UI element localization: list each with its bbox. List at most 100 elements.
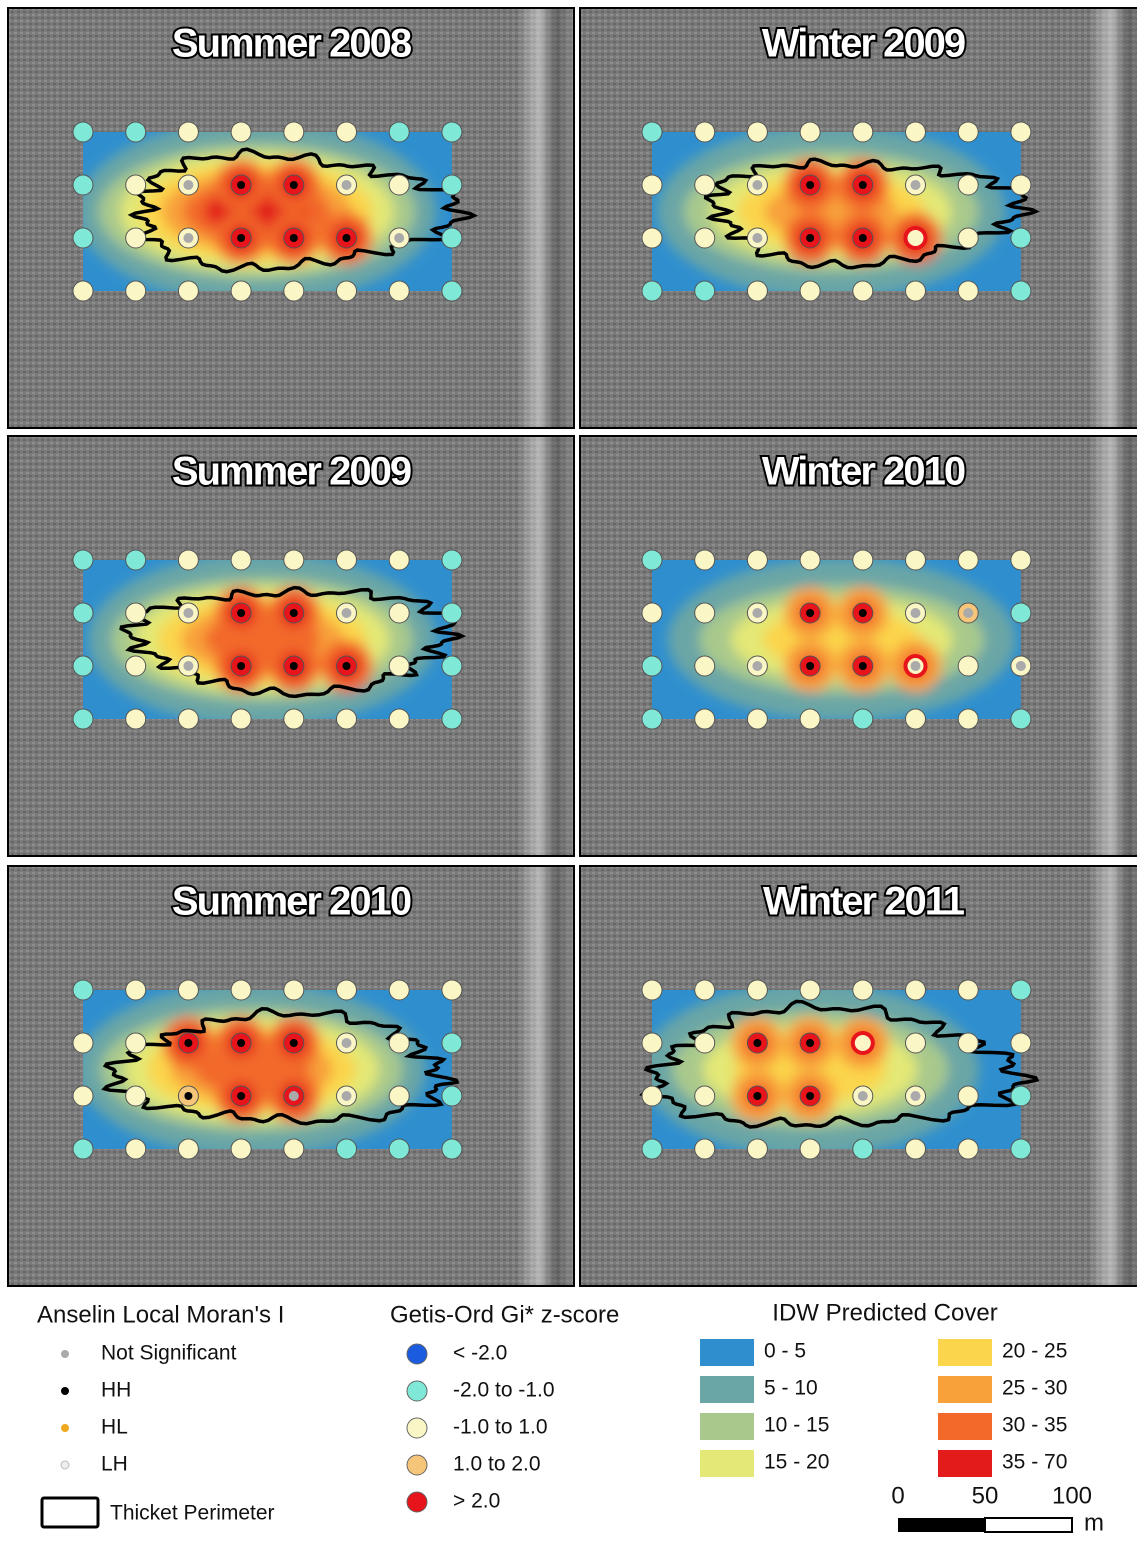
gi-point [642, 550, 662, 570]
legend-label: 1.0 to 2.0 [453, 1453, 541, 1476]
gi-point [73, 603, 93, 623]
gi-point [958, 656, 978, 676]
moran-ns [911, 1091, 921, 1101]
map-panel: Summer 2009 [8, 436, 574, 856]
gi-point [73, 228, 93, 248]
moran-hh [343, 234, 351, 242]
gi-point [389, 603, 409, 623]
gi-point [1011, 1086, 1031, 1106]
gi-point [853, 1033, 873, 1053]
map-panel: Winter 2010 [580, 436, 1137, 856]
moran-hh [753, 1039, 761, 1047]
gi-point [1011, 175, 1031, 195]
moran-ns [963, 608, 973, 618]
gi-point [747, 281, 767, 301]
gi-point [389, 175, 409, 195]
gi-point [642, 1033, 662, 1053]
legend-label: -2.0 to -1.0 [453, 1379, 555, 1402]
scale-unit: m [1084, 1509, 1104, 1536]
moran-hh [290, 609, 298, 617]
legend-label: 20 - 25 [1002, 1340, 1067, 1363]
gi-point [906, 709, 926, 729]
legend-label: -1.0 to 1.0 [453, 1416, 548, 1439]
figure: Summer 2008Winter 2009Summer 2009Winter … [0, 0, 1137, 1537]
gi-point [389, 709, 409, 729]
legend-label: < -2.0 [453, 1342, 507, 1365]
panel-title: Winter 2009 [762, 22, 965, 66]
gi-point [906, 1139, 926, 1159]
gi-point [178, 1139, 198, 1159]
moran-ns [342, 1038, 352, 1048]
moran-ns [752, 180, 762, 190]
gi-point [389, 656, 409, 676]
gi-point [284, 1139, 304, 1159]
gi-point [642, 980, 662, 1000]
gi-point [178, 122, 198, 142]
moran-hh [806, 181, 814, 189]
gi-point [695, 656, 715, 676]
legend-label: 10 - 15 [764, 1414, 829, 1437]
legend-symbol [42, 1498, 98, 1527]
legend-swatch [700, 1376, 754, 1403]
moran-ns [752, 661, 762, 671]
moran-hh [806, 609, 814, 617]
gi-point [958, 281, 978, 301]
gi-point [1011, 550, 1031, 570]
gi-point [958, 1086, 978, 1106]
legend-swatch [700, 1413, 754, 1440]
gi-point [642, 1139, 662, 1159]
gi-point [284, 980, 304, 1000]
gi-point [642, 281, 662, 301]
gi-point [853, 709, 873, 729]
moran-ns [342, 608, 352, 618]
gi-point [337, 1139, 357, 1159]
moran-hh [859, 609, 867, 617]
gi-point [747, 550, 767, 570]
gi-point [695, 980, 715, 1000]
legend-symbol [407, 1418, 427, 1438]
gi-point [642, 122, 662, 142]
moran-ns [183, 608, 193, 618]
gi-point [1011, 122, 1031, 142]
gi-point [284, 122, 304, 142]
moran-ns [1016, 661, 1026, 671]
moran-hh [237, 1039, 245, 1047]
gi-point [958, 228, 978, 248]
gi-point [747, 122, 767, 142]
gi-point [695, 1033, 715, 1053]
legend-swatch [938, 1450, 992, 1477]
gi-point [73, 1033, 93, 1053]
gi-point [747, 1139, 767, 1159]
moran-ns [183, 180, 193, 190]
gi-point [126, 228, 146, 248]
gi-point [642, 228, 662, 248]
gi-point [695, 281, 715, 301]
gi-point [695, 228, 715, 248]
gi-point [73, 550, 93, 570]
legend-label: 25 - 30 [1002, 1377, 1067, 1400]
gi-point [800, 980, 820, 1000]
gi-point [442, 709, 462, 729]
gi-point [853, 980, 873, 1000]
gi-point [337, 281, 357, 301]
legend-swatch [700, 1339, 754, 1366]
gi-point [284, 709, 304, 729]
gi-point [1011, 228, 1031, 248]
moran-ns [183, 661, 193, 671]
gi-point [389, 1086, 409, 1106]
gi-point [73, 980, 93, 1000]
gi-point [853, 122, 873, 142]
legend-label: Thicket Perimeter [110, 1502, 275, 1525]
legend-label: 5 - 10 [764, 1377, 818, 1400]
gi-point [1011, 709, 1031, 729]
gi-point [178, 281, 198, 301]
gi-point [126, 656, 146, 676]
moran-hh [806, 234, 814, 242]
moran-ns [858, 1091, 868, 1101]
moran-ns [342, 180, 352, 190]
gi-point [126, 980, 146, 1000]
gi-point [442, 1139, 462, 1159]
gi-point [642, 709, 662, 729]
map-panel: Winter 2009 [580, 8, 1137, 428]
map-panel: Summer 2010 [8, 866, 574, 1286]
